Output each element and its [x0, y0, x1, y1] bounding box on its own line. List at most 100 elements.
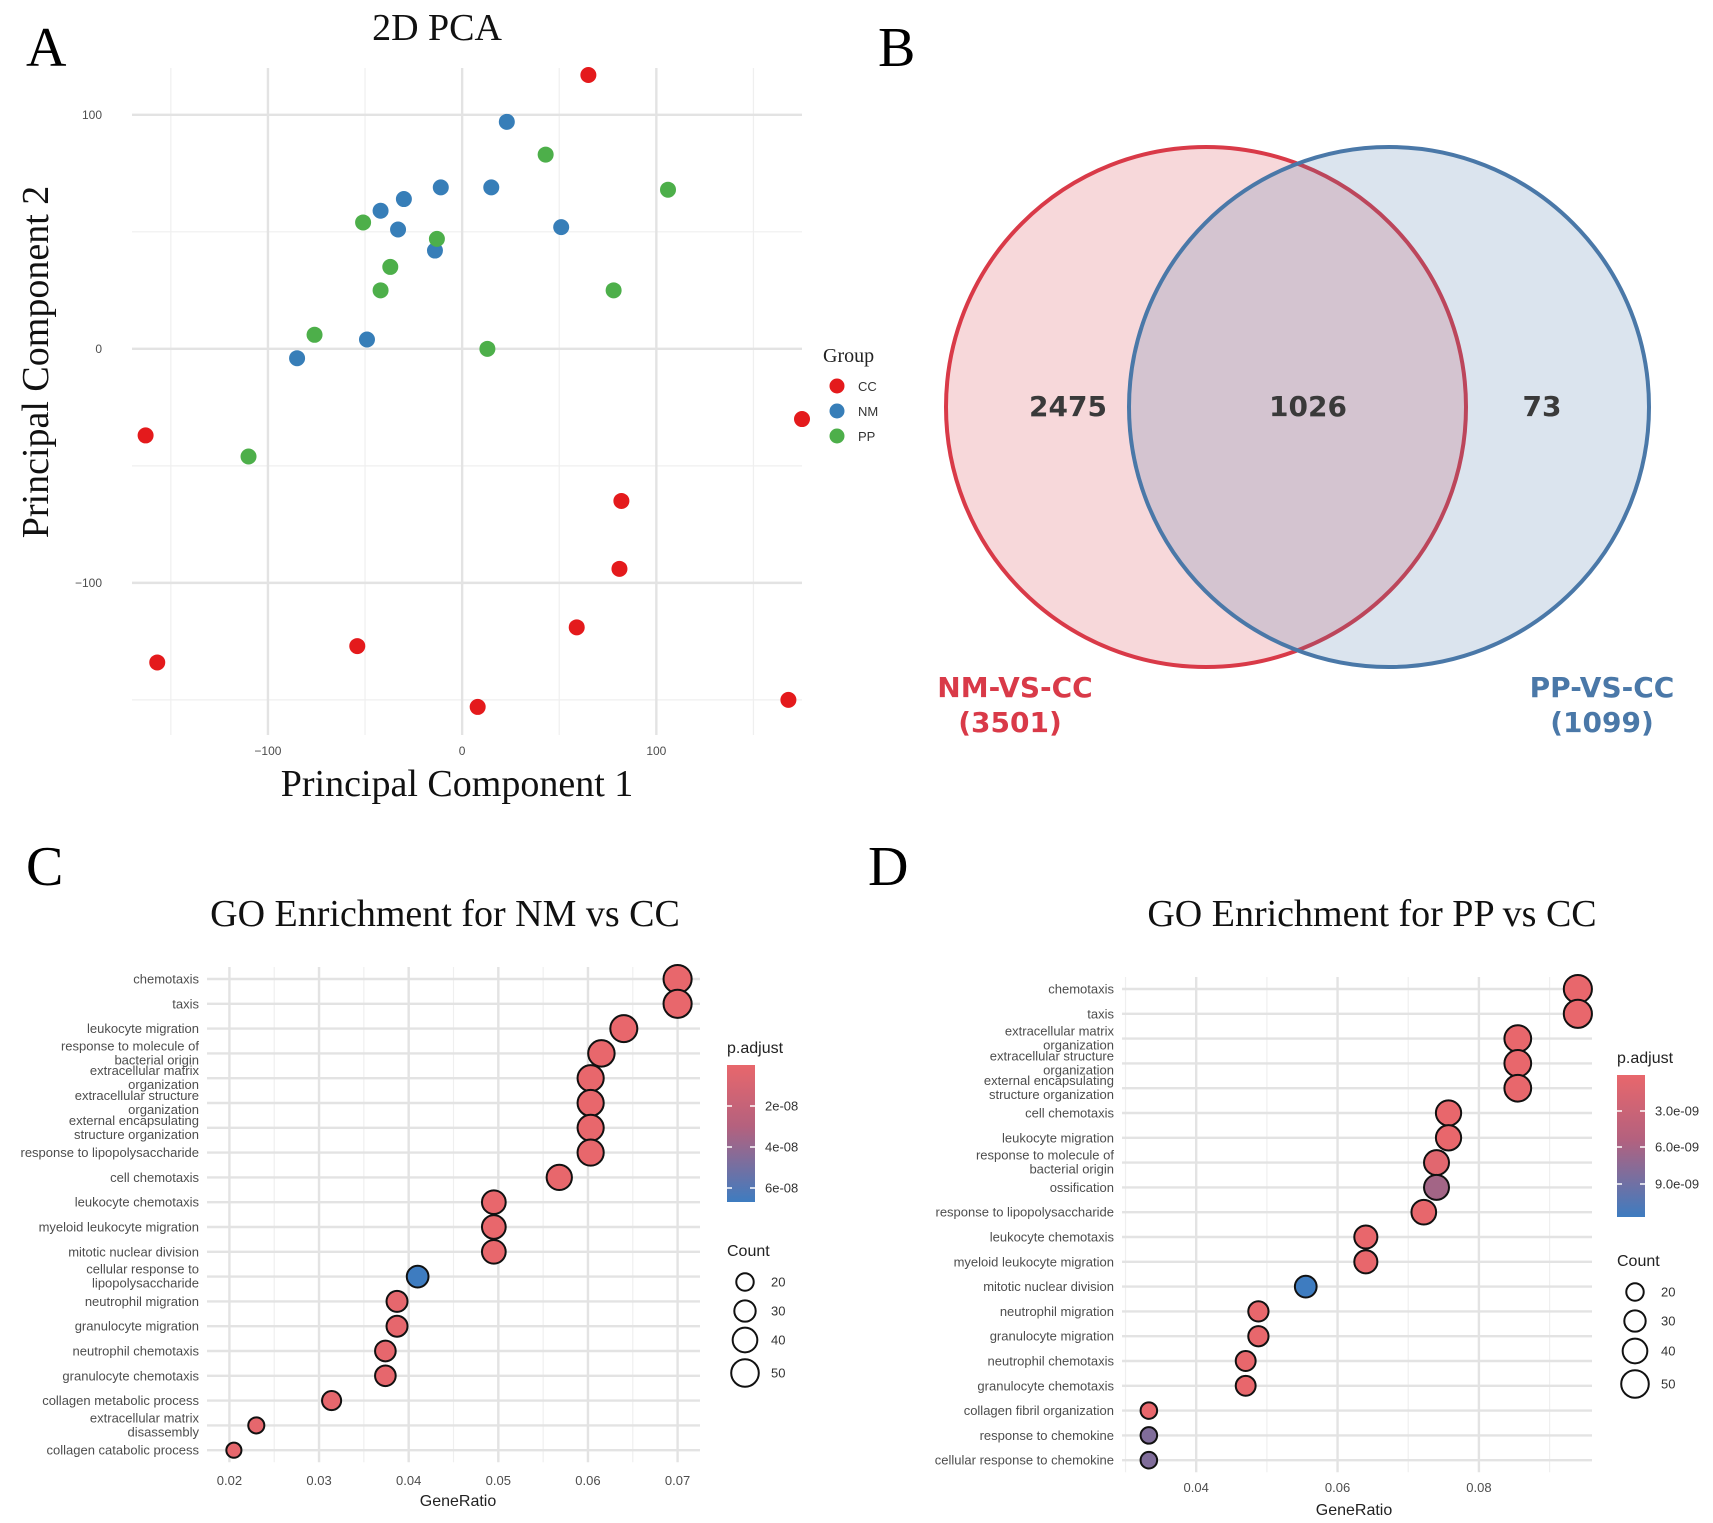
go-pp-point — [1139, 1450, 1159, 1470]
go-nm-term-label: extracellular structure — [75, 1088, 199, 1103]
go-nm-point — [480, 1238, 507, 1265]
go-pp-color-bar-label: 3.0e-09 — [1655, 1104, 1699, 1119]
pca-point-pp — [355, 214, 372, 231]
venn-label-nm-vs-cc: NM-VS-CC — [937, 671, 1092, 704]
go-pp-point — [1234, 1350, 1257, 1372]
go-nm-title: GO Enrichment for NM vs CC — [210, 893, 680, 935]
go-pp-size-legend-key — [1620, 1369, 1650, 1399]
go-pp-term-label: granulocyte migration — [990, 1329, 1114, 1344]
go-pp-x-tick-label: 0.08 — [1466, 1480, 1491, 1495]
pca-point-cc — [794, 411, 810, 428]
go-pp-term-label: mitotic nuclear division — [983, 1279, 1114, 1294]
go-pp-point — [1234, 1374, 1257, 1397]
go-nm-ticks: 0.02 0.03 0.04 0.05 0.06 0.07 — [217, 1473, 690, 1488]
go-pp-term-label: response to chemokine — [980, 1428, 1114, 1443]
go-nm-legend: p.adjust Count 2e-08 4e-08 6e-08 20 30 40 50 — [727, 1040, 798, 1388]
go-nm-term-label: bacterial origin — [114, 1052, 199, 1067]
pca-point-pp — [306, 326, 323, 343]
go-pp-x-tick-label: 0.04 — [1184, 1480, 1209, 1495]
go-nm-term-label: collagen metabolic process — [42, 1393, 199, 1408]
go-pp-term-label: extracellular structure — [990, 1048, 1114, 1063]
go-nm-color-bar-label: 2e-08 — [765, 1099, 798, 1114]
go-nm-color-bar — [727, 1065, 755, 1202]
go-nm-term-label: cellular response to — [86, 1262, 199, 1277]
go-nm-term-label: taxis — [172, 996, 199, 1011]
go-pp-term-label: myeloid leukocyte migration — [954, 1254, 1114, 1269]
pca-point-nm — [498, 113, 515, 130]
pca-y-axis-title: Principal Component 2 — [15, 186, 57, 539]
go-nm-term-label: organization — [128, 1077, 199, 1092]
go-nm-size-legend-title: Count — [727, 1243, 770, 1260]
pca-point-cc — [349, 638, 366, 655]
go-nm-term-label: leukocyte chemotaxis — [75, 1195, 200, 1210]
go-nm-size-legend-label: 40 — [771, 1333, 785, 1348]
go-nm-term-label: neutrophil migration — [85, 1294, 199, 1309]
pca-points — [137, 67, 810, 715]
venn-total-pp-vs-cc: (1099) — [1550, 706, 1654, 739]
go-pp-term-label: bacterial origin — [1029, 1162, 1114, 1177]
go-nm-size-legend-label: 20 — [771, 1275, 785, 1290]
go-nm-term-label: extracellular matrix — [90, 1063, 200, 1078]
go-pp-size-legend-key — [1621, 1337, 1649, 1365]
venn-count-intersection: 1026 — [1269, 390, 1347, 423]
pca-point-cc — [568, 619, 585, 636]
pca-point-nm — [289, 350, 306, 367]
go-pp-point — [1503, 1024, 1533, 1053]
go-pp-point — [1247, 1325, 1270, 1348]
pca-ticks: −100 0 100 100 0 −100 — [75, 108, 667, 758]
go-pp-term-label: cellular response to chemokine — [935, 1453, 1114, 1468]
go-nm-size-legend-label: 50 — [771, 1366, 785, 1381]
pca-x-axis-title: Principal Component 1 — [281, 763, 634, 805]
pca-point-cc — [137, 427, 154, 444]
go-nm-term-label: response to molecule of — [61, 1038, 199, 1053]
go-nm-point — [576, 1088, 605, 1118]
go-nm-term-label: disassembly — [127, 1424, 199, 1439]
pca-x-tick-label: −100 — [254, 744, 281, 758]
go-pp-term-label: chemotaxis — [1048, 982, 1114, 997]
go-nm-x-tick-label: 0.04 — [396, 1473, 421, 1488]
pca-y-tick-label: −100 — [75, 576, 102, 590]
go-pp-color-legend-title: p.adjust — [1617, 1050, 1674, 1067]
pca-legend-title: Group — [823, 345, 874, 367]
go-nm-point — [662, 988, 693, 1019]
go-pp-point — [1503, 1049, 1533, 1078]
go-pp-term-label: neutrophil migration — [1000, 1304, 1114, 1319]
go-nm-color-bar-label: 4e-08 — [765, 1140, 798, 1155]
go-nm-x-tick-label: 0.05 — [486, 1473, 511, 1488]
go-nm-point — [576, 1138, 605, 1167]
go-nm-term-label: granulocyte migration — [75, 1319, 199, 1334]
go-pp-size-legend-label: 40 — [1661, 1344, 1675, 1359]
go-nm-term-label: myeloid leukocyte migration — [39, 1220, 199, 1235]
pca-point-nm — [432, 179, 449, 196]
pca-point-pp — [382, 258, 399, 275]
panel-letter-b: B — [878, 17, 915, 79]
pca-point-nm — [395, 191, 412, 208]
pca-y-tick-label: 100 — [82, 108, 102, 122]
go-nm-term-label: granulocyte chemotaxis — [62, 1368, 199, 1383]
go-nm-point — [609, 1014, 639, 1044]
go-nm-term-label: response to lipopolysaccharide — [21, 1145, 200, 1160]
go-nm-term-label: cell chemotaxis — [110, 1170, 199, 1185]
go-nm-color-legend-title: p.adjust — [727, 1040, 784, 1057]
go-nm-x-tick-label: 0.02 — [217, 1473, 242, 1488]
go-pp-point — [1139, 1426, 1159, 1445]
go-pp-point — [1353, 1224, 1379, 1250]
go-nm-term-label: collagen catabolic process — [47, 1443, 200, 1458]
go-nm-term-label: chemotaxis — [133, 972, 199, 987]
venn-circle-pp-vs-cc — [1127, 145, 1651, 669]
go-pp-point — [1247, 1300, 1270, 1323]
pca-title: 2D PCA — [372, 7, 502, 49]
go-pp-size-legend-key — [1623, 1309, 1647, 1333]
pca-point-cc — [611, 560, 628, 577]
panel-letter-a: A — [26, 17, 67, 79]
go-pp-term-label: response to lipopolysaccharide — [936, 1205, 1115, 1220]
go-nm-color-bar-label: 6e-08 — [765, 1181, 798, 1196]
go-pp-size-legend-title: Count — [1617, 1253, 1660, 1270]
go-pp-points — [1139, 973, 1593, 1470]
go-pp-term-label: ossification — [1050, 1180, 1114, 1195]
go-nm-x-tick-label: 0.06 — [575, 1473, 600, 1488]
go-nm-point — [225, 1441, 243, 1459]
go-nm-point — [247, 1416, 266, 1435]
pca-point-pp — [537, 146, 554, 163]
